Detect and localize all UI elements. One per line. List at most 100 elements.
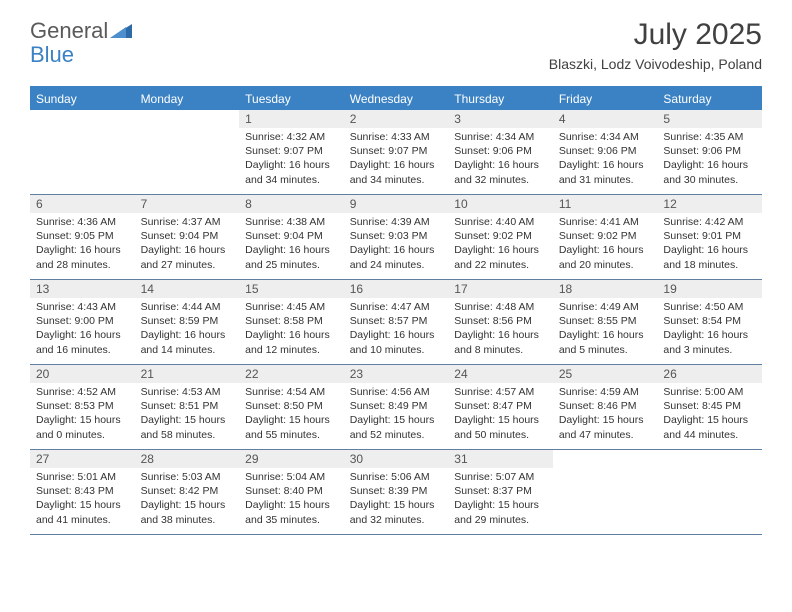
- sunrise-text: Sunrise: 5:07 AM: [454, 470, 547, 484]
- logo-triangle-icon: [110, 20, 132, 43]
- day-number: 27: [30, 450, 135, 468]
- calendar-cell: 11 Sunrise: 4:41 AMSunset: 9:02 PMDayligh…: [553, 195, 658, 279]
- daylight-text: Daylight: 16 hours and 16 minutes.: [36, 328, 129, 356]
- week-row: 6Sunrise: 4:36 AMSunset: 9:05 PMDaylight…: [30, 195, 762, 280]
- sunset-text: Sunset: 8:51 PM: [141, 399, 234, 413]
- sunset-text: Sunset: 8:45 PM: [663, 399, 756, 413]
- day-number: 29: [239, 450, 344, 468]
- day-number: 17: [448, 280, 553, 298]
- dayhead-wed: Wednesday: [344, 88, 449, 110]
- sunrise-text: Sunrise: 4:50 AM: [663, 300, 756, 314]
- daylight-text: Daylight: 15 hours and 29 minutes.: [454, 498, 547, 526]
- day-details: Sunrise: 4:59 AMSunset: 8:46 PMDaylight:…: [553, 383, 658, 446]
- sunset-text: Sunset: 8:54 PM: [663, 314, 756, 328]
- sunset-text: Sunset: 9:05 PM: [36, 229, 129, 243]
- day-details: Sunrise: 5:01 AMSunset: 8:43 PMDaylight:…: [30, 468, 135, 531]
- sunset-text: Sunset: 9:00 PM: [36, 314, 129, 328]
- day-header-row: Sunday Monday Tuesday Wednesday Thursday…: [30, 88, 762, 110]
- calendar-cell: 21Sunrise: 4:53 AMSunset: 8:51 PMDayligh…: [135, 365, 240, 449]
- daylight-text: Daylight: 16 hours and 20 minutes.: [559, 243, 652, 271]
- sunrise-text: Sunrise: 4:45 AM: [245, 300, 338, 314]
- daylight-text: Daylight: 16 hours and 8 minutes.: [454, 328, 547, 356]
- calendar-cell: 6Sunrise: 4:36 AMSunset: 9:05 PMDaylight…: [30, 195, 135, 279]
- daylight-text: Daylight: 15 hours and 52 minutes.: [350, 413, 443, 441]
- day-number: 1: [239, 110, 344, 128]
- daylight-text: Daylight: 16 hours and 5 minutes.: [559, 328, 652, 356]
- daylight-text: Daylight: 15 hours and 35 minutes.: [245, 498, 338, 526]
- sunset-text: Sunset: 8:39 PM: [350, 484, 443, 498]
- week-row: 27Sunrise: 5:01 AMSunset: 8:43 PMDayligh…: [30, 450, 762, 535]
- day-details: Sunrise: 4:37 AMSunset: 9:04 PMDaylight:…: [135, 213, 240, 276]
- daylight-text: Daylight: 16 hours and 12 minutes.: [245, 328, 338, 356]
- sunrise-text: Sunrise: 5:04 AM: [245, 470, 338, 484]
- day-number: 11: [553, 195, 658, 213]
- calendar-cell: 1 Sunrise: 4:32 AMSunset: 9:07 PMDaylight…: [239, 110, 344, 194]
- day-details: Sunrise: 4:48 AMSunset: 8:56 PMDaylight:…: [448, 298, 553, 361]
- sunset-text: Sunset: 8:42 PM: [141, 484, 234, 498]
- sunrise-text: Sunrise: 4:39 AM: [350, 215, 443, 229]
- calendar-cell: [553, 450, 658, 534]
- calendar-cell: 30Sunrise: 5:06 AMSunset: 8:39 PMDayligh…: [344, 450, 449, 534]
- sunset-text: Sunset: 9:06 PM: [663, 144, 756, 158]
- sunset-text: Sunset: 9:07 PM: [245, 144, 338, 158]
- brand-part1: General: [30, 18, 108, 44]
- day-number: 12: [657, 195, 762, 213]
- sunrise-text: Sunrise: 4:42 AM: [663, 215, 756, 229]
- sunset-text: Sunset: 9:06 PM: [559, 144, 652, 158]
- calendar-cell: 13Sunrise: 4:43 AMSunset: 9:00 PMDayligh…: [30, 280, 135, 364]
- dayhead-sat: Saturday: [657, 88, 762, 110]
- page-header: General July 2025 Blaszki, Lodz Voivodes…: [0, 0, 792, 78]
- sunrise-text: Sunrise: 5:01 AM: [36, 470, 129, 484]
- sunrise-text: Sunrise: 4:57 AM: [454, 385, 547, 399]
- dayhead-mon: Monday: [135, 88, 240, 110]
- daylight-text: Daylight: 16 hours and 32 minutes.: [454, 158, 547, 186]
- day-details: Sunrise: 4:40 AMSunset: 9:02 PMDaylight:…: [448, 213, 553, 276]
- day-number: 13: [30, 280, 135, 298]
- day-details: Sunrise: 4:54 AMSunset: 8:50 PMDaylight:…: [239, 383, 344, 446]
- day-details: Sunrise: 4:53 AMSunset: 8:51 PMDaylight:…: [135, 383, 240, 446]
- day-details: Sunrise: 4:43 AMSunset: 9:00 PMDaylight:…: [30, 298, 135, 361]
- month-title: July 2025: [549, 18, 762, 52]
- day-details: Sunrise: 4:36 AMSunset: 9:05 PMDaylight:…: [30, 213, 135, 276]
- calendar-cell: 5Sunrise: 4:35 AMSunset: 9:06 PMDaylight…: [657, 110, 762, 194]
- calendar-cell: 12 Sunrise: 4:42 AMSunset: 9:01 PMDayligh…: [657, 195, 762, 279]
- weeks-container: 1Sunrise: 4:32 AMSunset: 9:07 PMDaylight…: [30, 110, 762, 535]
- sunrise-text: Sunrise: 5:03 AM: [141, 470, 234, 484]
- day-number: 3: [448, 110, 553, 128]
- daylight-text: Daylight: 16 hours and 34 minutes.: [350, 158, 443, 186]
- calendar-cell: 25Sunrise: 4:59 AMSunset: 8:46 PMDayligh…: [553, 365, 658, 449]
- day-details: Sunrise: 4:56 AMSunset: 8:49 PMDaylight:…: [344, 383, 449, 446]
- sunset-text: Sunset: 8:53 PM: [36, 399, 129, 413]
- day-details: Sunrise: 5:00 AMSunset: 8:45 PMDaylight:…: [657, 383, 762, 446]
- daylight-text: Daylight: 15 hours and 50 minutes.: [454, 413, 547, 441]
- calendar-cell: 31Sunrise: 5:07 AMSunset: 8:37 PMDayligh…: [448, 450, 553, 534]
- sunset-text: Sunset: 8:47 PM: [454, 399, 547, 413]
- sunset-text: Sunset: 9:01 PM: [663, 229, 756, 243]
- sunrise-text: Sunrise: 4:40 AM: [454, 215, 547, 229]
- calendar-cell: 24Sunrise: 4:57 AMSunset: 8:47 PMDayligh…: [448, 365, 553, 449]
- daylight-text: Daylight: 16 hours and 34 minutes.: [245, 158, 338, 186]
- sunset-text: Sunset: 9:02 PM: [454, 229, 547, 243]
- calendar-cell: 7Sunrise: 4:37 AMSunset: 9:04 PMDaylight…: [135, 195, 240, 279]
- brand-part2: Blue: [30, 42, 74, 68]
- sunset-text: Sunset: 8:50 PM: [245, 399, 338, 413]
- calendar-cell: 9Sunrise: 4:39 AMSunset: 9:03 PMDaylight…: [344, 195, 449, 279]
- calendar-cell: 18Sunrise: 4:49 AMSunset: 8:55 PMDayligh…: [553, 280, 658, 364]
- day-details: Sunrise: 4:57 AMSunset: 8:47 PMDaylight:…: [448, 383, 553, 446]
- sunrise-text: Sunrise: 4:41 AM: [559, 215, 652, 229]
- day-details: Sunrise: 4:45 AMSunset: 8:58 PMDaylight:…: [239, 298, 344, 361]
- day-details: Sunrise: 5:03 AMSunset: 8:42 PMDaylight:…: [135, 468, 240, 531]
- dayhead-fri: Friday: [553, 88, 658, 110]
- day-details: Sunrise: 4:34 AMSunset: 9:06 PMDaylight:…: [553, 128, 658, 191]
- sunset-text: Sunset: 9:02 PM: [559, 229, 652, 243]
- day-details: Sunrise: 4:39 AMSunset: 9:03 PMDaylight:…: [344, 213, 449, 276]
- calendar-cell: 20Sunrise: 4:52 AMSunset: 8:53 PMDayligh…: [30, 365, 135, 449]
- daylight-text: Daylight: 16 hours and 18 minutes.: [663, 243, 756, 271]
- title-block: July 2025 Blaszki, Lodz Voivodeship, Pol…: [549, 18, 762, 72]
- sunrise-text: Sunrise: 4:32 AM: [245, 130, 338, 144]
- calendar-cell: 2Sunrise: 4:33 AMSunset: 9:07 PMDaylight…: [344, 110, 449, 194]
- daylight-text: Daylight: 15 hours and 32 minutes.: [350, 498, 443, 526]
- day-number: 25: [553, 365, 658, 383]
- calendar-cell: [657, 450, 762, 534]
- sunset-text: Sunset: 8:43 PM: [36, 484, 129, 498]
